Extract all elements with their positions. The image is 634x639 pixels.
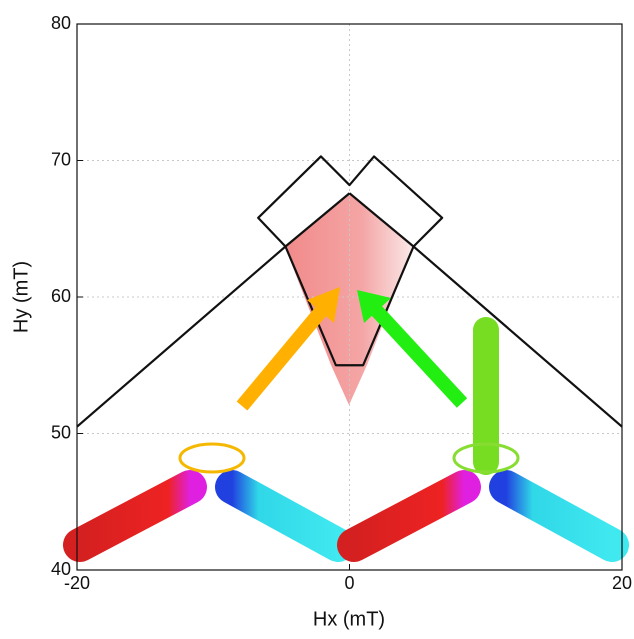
y-tick-label: 70: [51, 149, 71, 169]
x-axis-label: Hx (mT): [313, 608, 385, 630]
y-axis-label: Hy (mT): [10, 261, 32, 333]
y-tick-label: 60: [51, 286, 71, 306]
nanowires-right: [337, 317, 629, 562]
arrows: [236, 287, 468, 411]
boundary-line: [284, 246, 415, 367]
boundary-line: [257, 155, 444, 248]
x-tick-label: 0: [344, 573, 354, 593]
y-tick-label: 80: [51, 13, 71, 33]
y-tick-label: 40: [51, 559, 71, 579]
nanowires-left: [63, 317, 355, 562]
y-tick-label: 50: [51, 422, 71, 442]
x-tick-label: 20: [612, 573, 632, 593]
x-tick-label: -20: [64, 573, 90, 593]
